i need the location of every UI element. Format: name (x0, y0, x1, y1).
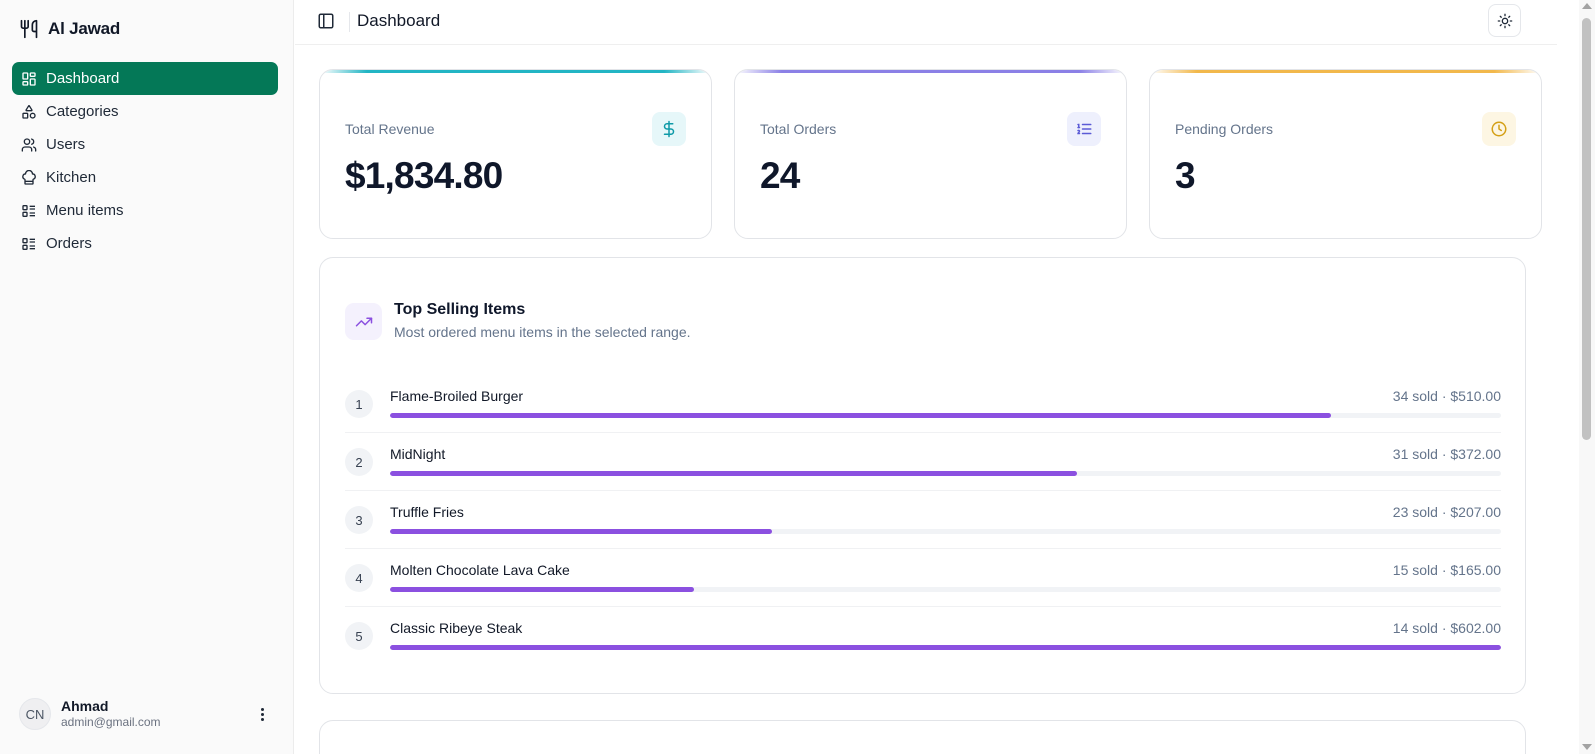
progress-fill (390, 413, 1332, 418)
panel-left-icon[interactable] (317, 12, 337, 32)
users-icon (21, 137, 37, 153)
sidebar-item-dashboard[interactable]: Dashboard (12, 62, 278, 95)
progress-fill (390, 645, 1501, 650)
list-item: 1 Flame-Broiled Burger 34 sold · $510.00 (345, 375, 1501, 433)
item-name: Truffle Fries (390, 504, 464, 520)
user-info: Ahmad admin@gmail.com (61, 698, 161, 729)
secondary-panel (319, 720, 1526, 754)
top-header: Dashboard (295, 0, 1557, 45)
stat-card-total-orders: Total Orders 24 (734, 69, 1127, 239)
rank-badge: 5 (345, 622, 373, 650)
sidebar-item-label: Categories (46, 103, 119, 120)
list-item: 4 Molten Chocolate Lava Cake 15 sold · $… (345, 549, 1501, 607)
dollar-icon (652, 112, 686, 146)
stat-card-total-revenue: Total Revenue $1,834.80 (319, 69, 712, 239)
more-options-icon[interactable] (253, 703, 271, 725)
sidebar-item-users[interactable]: Users (12, 128, 278, 161)
stat-value: 3 (1175, 155, 1196, 196)
item-stat: 23 sold · $207.00 (1392, 504, 1501, 520)
sidebar-item-kitchen[interactable]: Kitchen (12, 161, 278, 194)
scroll-up-icon[interactable] (1582, 3, 1592, 9)
item-stat: 15 sold · $165.00 (1392, 562, 1501, 578)
utensils-icon (19, 19, 39, 39)
user-name: Ahmad (61, 698, 109, 715)
sidebar-item-label: Menu items (46, 202, 124, 219)
sidebar-item-label: Users (46, 136, 86, 153)
avatar: CN (19, 698, 51, 730)
panel-subtitle: Most ordered menu items in the selected … (394, 324, 691, 340)
item-stat: 34 sold · $510.00 (1392, 388, 1501, 404)
stat-value: $1,834.80 (345, 155, 503, 196)
item-stat: 31 sold · $372.00 (1392, 446, 1501, 462)
list-item: 5 Classic Ribeye Steak 14 sold · $602.00 (345, 607, 1501, 665)
page-scrollbar[interactable] (1579, 0, 1595, 754)
top-selling-panel: Top Selling Items Most ordered menu item… (319, 257, 1526, 694)
sidebar-nav: Dashboard Categories Users Kitchen Menu … (12, 62, 278, 260)
panel-title: Top Selling Items (394, 301, 526, 318)
item-name: MidNight (390, 446, 446, 462)
progress-track (390, 413, 1501, 418)
item-name: Flame-Broiled Burger (390, 388, 524, 404)
list-ordered-icon (1067, 112, 1101, 146)
rank-badge: 1 (345, 390, 373, 418)
progress-track (390, 587, 1501, 592)
list-item: 3 Truffle Fries 23 sold · $207.00 (345, 491, 1501, 549)
brand-name: Al Jawad (48, 19, 121, 38)
item-name: Classic Ribeye Steak (390, 620, 523, 636)
clock-icon (1482, 112, 1516, 146)
card-accent-bar (1150, 70, 1541, 73)
scroll-thumb[interactable] (1582, 18, 1591, 440)
progress-track (390, 645, 1501, 650)
sidebar-item-categories[interactable]: Categories (12, 95, 278, 128)
item-name: Molten Chocolate Lava Cake (390, 562, 570, 578)
sidebar: Al Jawad Dashboard Categories Users Kitc… (0, 0, 294, 754)
top-selling-list: 1 Flame-Broiled Burger 34 sold · $510.00… (345, 375, 1501, 665)
progress-track (390, 471, 1501, 476)
list-icon (21, 203, 37, 219)
sun-icon (1497, 13, 1513, 29)
stat-label: Total Orders (760, 121, 837, 137)
sidebar-item-label: Kitchen (46, 169, 97, 186)
stat-value: 24 (760, 155, 800, 196)
sidebar-item-orders[interactable]: Orders (12, 227, 278, 260)
card-accent-bar (735, 70, 1126, 73)
progress-fill (390, 471, 1077, 476)
page-title: Dashboard (357, 11, 441, 30)
user-profile[interactable]: CN Ahmad admin@gmail.com (19, 697, 279, 731)
list-item: 2 MidNight 31 sold · $372.00 (345, 433, 1501, 491)
shapes-icon (21, 104, 37, 120)
stat-label: Pending Orders (1175, 121, 1274, 137)
list-icon (21, 236, 37, 252)
scroll-down-icon[interactable] (1582, 744, 1592, 750)
progress-fill (390, 529, 773, 534)
progress-fill (390, 587, 695, 592)
layout-grid-icon (21, 71, 37, 87)
rank-badge: 3 (345, 506, 373, 534)
header-divider (349, 12, 350, 32)
stat-label: Total Revenue (345, 121, 435, 137)
rank-badge: 4 (345, 564, 373, 592)
stat-card-pending-orders: Pending Orders 3 (1149, 69, 1542, 239)
chef-hat-icon (21, 169, 37, 186)
brand[interactable]: Al Jawad (19, 18, 120, 40)
sidebar-item-label: Dashboard (46, 70, 120, 87)
rank-badge: 2 (345, 448, 373, 476)
sidebar-item-label: Orders (46, 235, 92, 252)
trending-up-icon (345, 303, 382, 340)
progress-track (390, 529, 1501, 534)
card-accent-bar (320, 70, 711, 73)
user-email: admin@gmail.com (61, 715, 161, 730)
item-stat: 14 sold · $602.00 (1392, 620, 1501, 636)
theme-toggle-button[interactable] (1488, 4, 1521, 37)
sidebar-item-menu-items[interactable]: Menu items (12, 194, 278, 227)
